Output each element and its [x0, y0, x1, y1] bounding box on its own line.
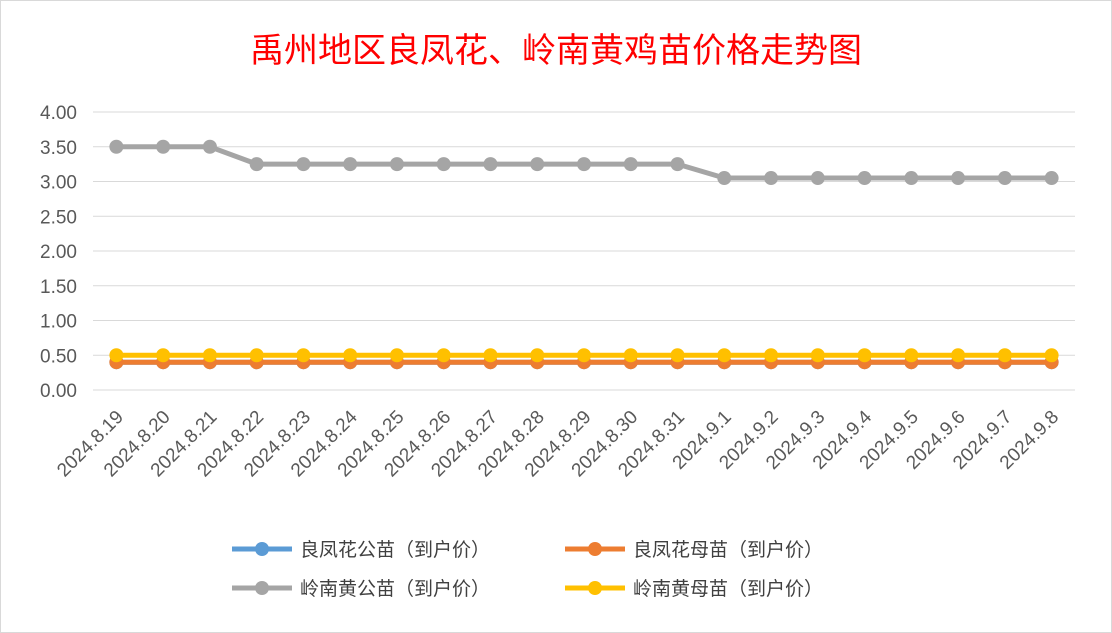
data-point	[249, 348, 264, 363]
legend-swatch-marker	[588, 542, 602, 556]
data-point	[764, 171, 779, 186]
data-point	[670, 157, 685, 172]
y-tick-label: 0.00	[40, 381, 77, 402]
chart-title: 禹州地区良凤花、岭南黄鸡苗价格走势图	[250, 31, 862, 71]
data-point	[904, 348, 919, 363]
data-point	[249, 157, 264, 172]
legend-swatch-marker	[255, 581, 269, 595]
data-point	[202, 139, 217, 154]
legend-label: 良凤花公苗（到户价）	[300, 539, 490, 561]
data-point	[109, 139, 124, 154]
y-tick-label: 2.50	[40, 207, 77, 228]
legend: 良凤花公苗（到户价） 良凤花母苗（到户价） 岭南黄公苗（到户价） 岭南黄母苗（到户价）	[232, 539, 823, 600]
series-lines	[109, 139, 1059, 370]
data-point	[436, 157, 451, 172]
y-tick-label: 2.00	[40, 242, 77, 263]
data-point	[296, 157, 311, 172]
data-point	[764, 348, 779, 363]
data-point	[904, 171, 919, 186]
data-point	[623, 348, 638, 363]
data-point	[156, 139, 171, 154]
data-point	[1044, 348, 1059, 363]
data-point	[202, 348, 217, 363]
data-point	[717, 171, 732, 186]
data-point	[951, 171, 966, 186]
y-tick-label: 3.00	[40, 173, 77, 194]
data-point	[343, 348, 358, 363]
data-point	[717, 348, 732, 363]
y-tick-label: 4.00	[40, 103, 77, 124]
legend-entry: 岭南黄公苗（到户价）	[232, 578, 490, 600]
data-point	[389, 348, 404, 363]
legend-label: 岭南黄母苗（到户价）	[633, 578, 823, 600]
data-point	[1044, 171, 1059, 186]
data-point	[577, 348, 591, 363]
legend-swatch-marker	[255, 542, 269, 556]
data-point	[483, 157, 498, 172]
x-axis-ticks: 2024.8.192024.8.202024.8.212024.8.222024…	[53, 406, 1063, 481]
data-point	[951, 348, 966, 363]
legend-swatch-marker	[588, 581, 602, 595]
data-point	[156, 348, 171, 363]
data-point	[997, 348, 1012, 363]
data-point	[623, 157, 638, 172]
series-4	[109, 348, 1059, 363]
data-point	[530, 157, 545, 172]
data-point	[296, 348, 311, 363]
data-point	[810, 171, 825, 186]
data-point	[389, 157, 404, 172]
data-point	[577, 157, 591, 172]
data-point	[530, 348, 545, 363]
data-point	[997, 171, 1012, 186]
legend-label: 良凤花母苗（到户价）	[633, 539, 823, 561]
data-point	[483, 348, 498, 363]
data-point	[857, 171, 872, 186]
y-tick-label: 3.50	[40, 138, 77, 159]
y-tick-label: 0.50	[40, 346, 77, 367]
legend-entry: 良凤花公苗（到户价）	[232, 539, 490, 561]
series-3	[109, 139, 1059, 186]
legend-label: 岭南黄公苗（到户价）	[300, 578, 490, 600]
legend-entry: 良凤花母苗（到户价）	[565, 539, 823, 561]
data-point	[436, 348, 451, 363]
y-axis-ticks: 0.00 0.50 1.00 1.50 2.00 2.50 3.00 3.50 4.00	[40, 103, 77, 402]
data-point	[810, 348, 825, 363]
y-tick-label: 1.50	[40, 277, 77, 298]
legend-entry: 岭南黄母苗（到户价）	[565, 578, 823, 600]
data-point	[670, 348, 685, 363]
data-point	[343, 157, 358, 172]
data-point	[109, 348, 124, 363]
data-point	[857, 348, 872, 363]
y-tick-label: 1.00	[40, 312, 77, 333]
